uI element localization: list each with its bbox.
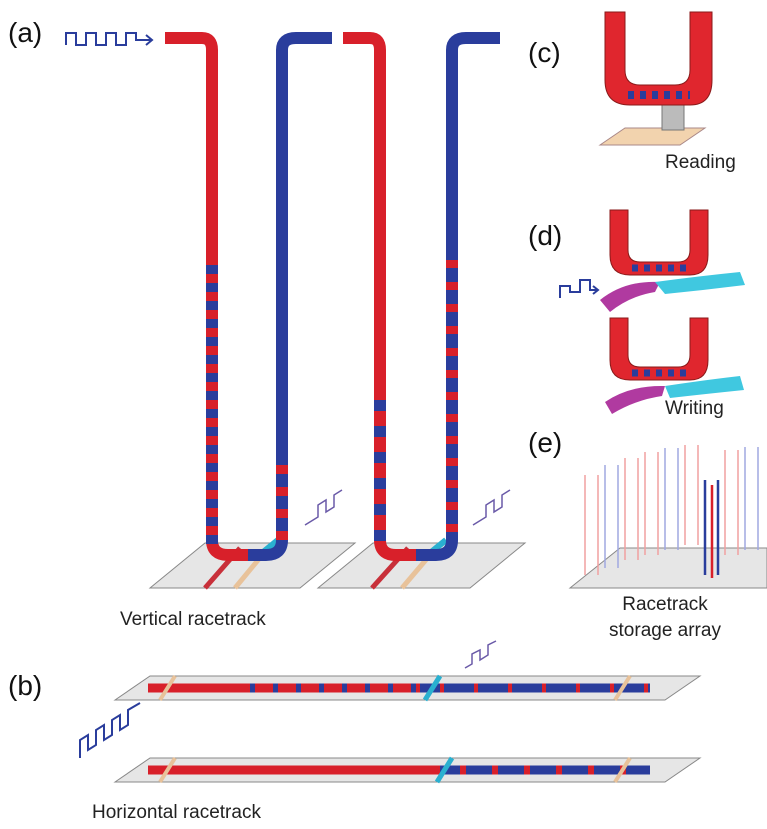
panel-label: (e) [528,427,562,458]
pulse-icon [66,33,152,45]
racetrack-vertical [343,38,500,555]
writing-device [600,210,745,414]
pulse-icon [560,280,598,298]
caption: storage array [609,620,721,641]
panel-label: (b) [8,670,42,701]
caption: Writing [665,398,724,419]
caption: Horizontal racetrack [92,802,261,823]
caption: Racetrack [622,594,708,615]
caption: Vertical racetrack [120,609,266,630]
panel-label: (a) [8,17,42,48]
panel-label: (c) [528,37,561,68]
pulse-icon [80,703,140,758]
racetrack-vertical [165,38,332,555]
panel-label: (d) [528,220,562,251]
pulse-icon [305,490,510,525]
figure: (a) Vertical racetrack (b) [0,0,767,829]
pulse-icon [465,641,496,668]
racetrack-horizontal [148,676,650,782]
reading-device [600,12,712,145]
caption: Reading [665,152,736,173]
storage-array [570,445,767,588]
